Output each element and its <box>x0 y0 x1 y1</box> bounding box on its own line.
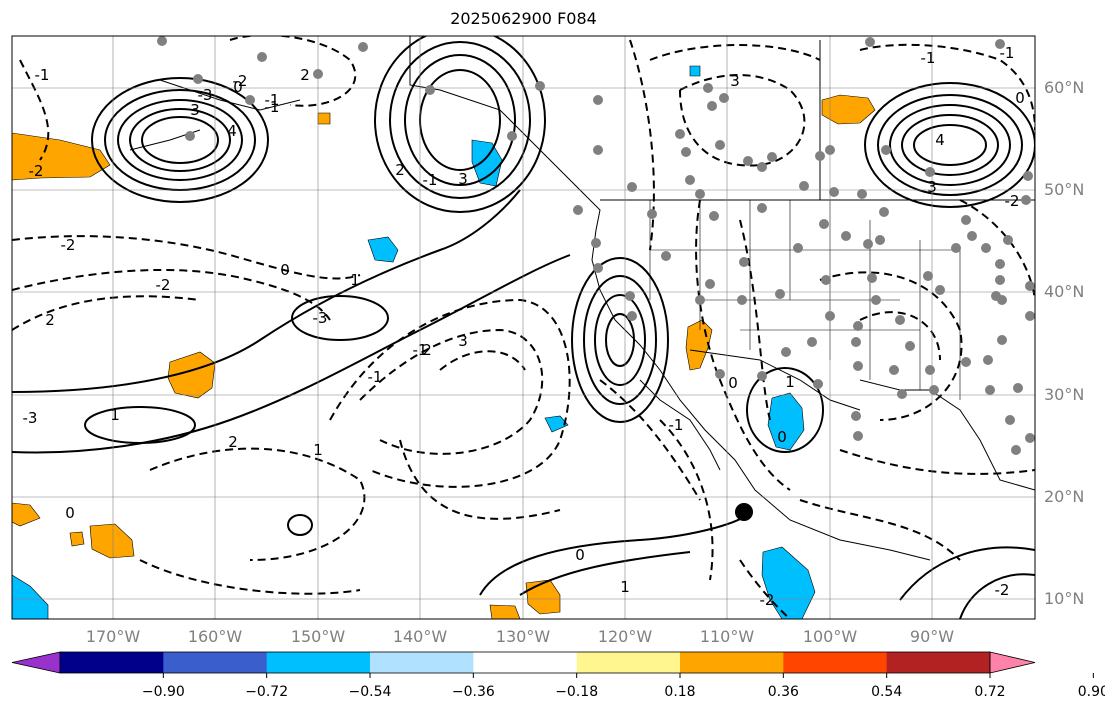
lon-label: 100°W <box>802 627 858 646</box>
contour-label: -2 <box>995 581 1010 599</box>
lat-label: 10°N <box>1044 589 1085 608</box>
contour-label: -2 <box>1005 192 1020 210</box>
lon-label: 110°W <box>699 627 755 646</box>
contour-label: -1 <box>669 416 684 434</box>
contour-label: 0 <box>777 428 787 446</box>
lon-label: 160°W <box>187 627 243 646</box>
contour-label: 4 <box>935 131 945 149</box>
colorbar-tick-label: −0.18 <box>555 684 599 700</box>
colorbar-tick-label: 0.72 <box>974 684 1006 700</box>
lon-label: 140°W <box>392 627 448 646</box>
contour-label: 1 <box>313 441 323 459</box>
contour-label: -1 <box>265 98 280 116</box>
colorbar-extension-min <box>11 651 61 674</box>
map-background <box>12 36 1035 619</box>
contour-label: 3 <box>458 332 468 350</box>
contour-label: 4 <box>227 122 237 140</box>
contour-label: 3 <box>190 101 200 119</box>
colorbar-tick-label: −0.54 <box>348 684 392 700</box>
contour-label: 1 <box>620 578 630 596</box>
lon-label: 150°W <box>290 627 346 646</box>
contour-label: -1 <box>265 91 280 109</box>
colorbar-segment <box>886 652 991 673</box>
colorbar-tick-label: 0.18 <box>664 684 696 700</box>
colorbar-segment <box>576 652 681 673</box>
lon-label: 90°W <box>909 627 955 646</box>
contour-label: 0 <box>280 261 290 279</box>
contour-label: -1 <box>413 341 428 359</box>
colorbar-segment <box>680 652 784 673</box>
colorbar-frame <box>59 651 991 674</box>
positive-contours <box>12 36 1035 619</box>
contour-label: -2 <box>156 276 171 294</box>
contour-label: 3 <box>730 72 740 90</box>
contour-label: 0 <box>65 504 75 522</box>
contour-label: 2 <box>300 66 310 84</box>
state-borders <box>649 200 961 400</box>
storm-center-marker <box>735 503 753 521</box>
lon-label: 170°W <box>85 627 141 646</box>
colorbar-segment <box>60 652 164 673</box>
station-markers <box>157 36 1035 455</box>
colorbar-segment <box>783 652 888 673</box>
contour-label: 0 <box>233 78 243 96</box>
colorbar-tick-label: 0.90 <box>1077 684 1105 700</box>
colorbar-tick-label: −0.90 <box>141 684 185 700</box>
colorbar-segment <box>163 652 268 673</box>
contour-label: 1 <box>110 406 120 424</box>
negative-anomaly-fills <box>12 65 816 619</box>
contour-label: 2 <box>45 311 55 329</box>
colorbar-segment <box>266 652 371 673</box>
colorbar-tick-label: −0.72 <box>245 684 289 700</box>
lat-label: 60°N <box>1044 78 1085 97</box>
contour-label: 1 <box>785 373 795 391</box>
contour-label: 2 <box>395 161 405 179</box>
contour-label: 1 <box>350 271 360 289</box>
lat-label: 50°N <box>1044 180 1085 199</box>
colorbar-tick-label: 0.54 <box>871 684 903 700</box>
coastlines <box>12 36 1035 561</box>
lat-label: 30°N <box>1044 385 1085 404</box>
colorbar-tick-label: −0.36 <box>451 684 495 700</box>
contour-label: -3 <box>23 409 38 427</box>
map-frame <box>11 35 1036 620</box>
contour-label: 0 <box>1015 89 1025 107</box>
contour-label: -3 <box>198 86 213 104</box>
contour-label: -2 <box>61 236 76 254</box>
contour-label: 2 <box>422 341 432 359</box>
lat-label: 20°N <box>1044 487 1085 506</box>
contour-label: -2 <box>760 591 775 609</box>
contour-label: 0 <box>575 546 585 564</box>
colorbar-tick-label: 0.36 <box>767 684 799 700</box>
contour-label: -1 <box>423 171 438 189</box>
colorbar-segment <box>370 652 474 673</box>
colorbar-segment <box>473 652 578 673</box>
lon-label: 130°W <box>495 627 551 646</box>
contour-label: 2 <box>228 433 238 451</box>
lon-label: 120°W <box>597 627 653 646</box>
contour-label: -1 <box>35 66 50 84</box>
contour-labels: 340-12-12 310-22-2-3 12 10-1-10101-243-20-1… <box>23 44 1025 609</box>
map-title: 2025062900 F084 <box>450 9 597 28</box>
contour-label: -1 <box>368 368 383 386</box>
contour-label: 3 <box>927 178 937 196</box>
contour-label: -2 <box>29 162 44 180</box>
colorbar-extension-max <box>989 651 1036 674</box>
contour-label: -1 <box>1000 44 1015 62</box>
gridlines <box>12 36 1035 619</box>
contour-label: 0 <box>728 374 738 392</box>
contour-label: -2 <box>233 72 248 90</box>
lat-label: 40°N <box>1044 282 1085 301</box>
colorbar <box>11 651 1094 678</box>
contour-label: -1 <box>921 49 936 67</box>
contour-label: -3 <box>313 309 328 327</box>
contour-label: 3 <box>458 170 468 188</box>
